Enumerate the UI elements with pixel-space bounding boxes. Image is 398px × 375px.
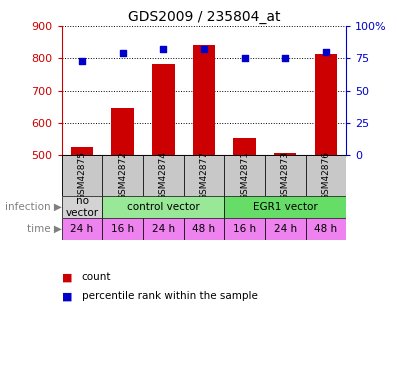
Bar: [152, 64, 174, 155]
Bar: [315, 54, 337, 155]
Text: GSM42877: GSM42877: [199, 151, 209, 200]
Bar: [102, 155, 143, 196]
Bar: [71, 147, 93, 155]
Point: [160, 46, 166, 53]
Text: EGR1 vector: EGR1 vector: [253, 202, 318, 212]
Bar: [143, 155, 183, 196]
Bar: [193, 45, 215, 155]
Bar: [274, 153, 297, 155]
Text: control vector: control vector: [127, 202, 200, 212]
Bar: [306, 155, 346, 196]
Text: 24 h: 24 h: [274, 224, 297, 234]
Text: GSM42872: GSM42872: [118, 151, 127, 200]
Text: count: count: [82, 273, 111, 282]
Bar: [62, 218, 102, 240]
Text: 16 h: 16 h: [111, 224, 134, 234]
Bar: [224, 196, 346, 218]
Bar: [102, 196, 224, 218]
Text: 24 h: 24 h: [70, 224, 94, 234]
Text: ■: ■: [62, 273, 72, 282]
Bar: [143, 218, 183, 240]
Bar: [183, 155, 224, 196]
Text: 48 h: 48 h: [192, 224, 216, 234]
Bar: [62, 155, 102, 196]
Text: GSM42874: GSM42874: [159, 151, 168, 200]
Text: percentile rank within the sample: percentile rank within the sample: [82, 291, 258, 301]
Text: 48 h: 48 h: [314, 224, 338, 234]
Bar: [111, 108, 134, 155]
Bar: [62, 196, 102, 218]
Text: GSM42875: GSM42875: [78, 151, 86, 200]
Title: GDS2009 / 235804_at: GDS2009 / 235804_at: [128, 10, 280, 24]
Point: [242, 56, 248, 62]
Text: 16 h: 16 h: [233, 224, 256, 234]
Point: [201, 46, 207, 53]
Text: GSM42873: GSM42873: [281, 151, 290, 200]
Text: no
vector: no vector: [65, 196, 99, 217]
Bar: [102, 218, 143, 240]
Text: GSM42876: GSM42876: [322, 151, 330, 200]
Point: [323, 49, 329, 55]
Bar: [183, 218, 224, 240]
Bar: [224, 155, 265, 196]
Text: GSM42871: GSM42871: [240, 151, 249, 200]
Bar: [265, 155, 306, 196]
Bar: [306, 218, 346, 240]
Bar: [224, 218, 265, 240]
Point: [119, 50, 126, 56]
Text: time ▶: time ▶: [27, 224, 62, 234]
Text: ■: ■: [62, 291, 72, 301]
Bar: [265, 218, 306, 240]
Text: 24 h: 24 h: [152, 224, 175, 234]
Point: [282, 56, 289, 62]
Text: infection ▶: infection ▶: [5, 202, 62, 212]
Point: [79, 58, 85, 64]
Bar: [234, 138, 256, 155]
